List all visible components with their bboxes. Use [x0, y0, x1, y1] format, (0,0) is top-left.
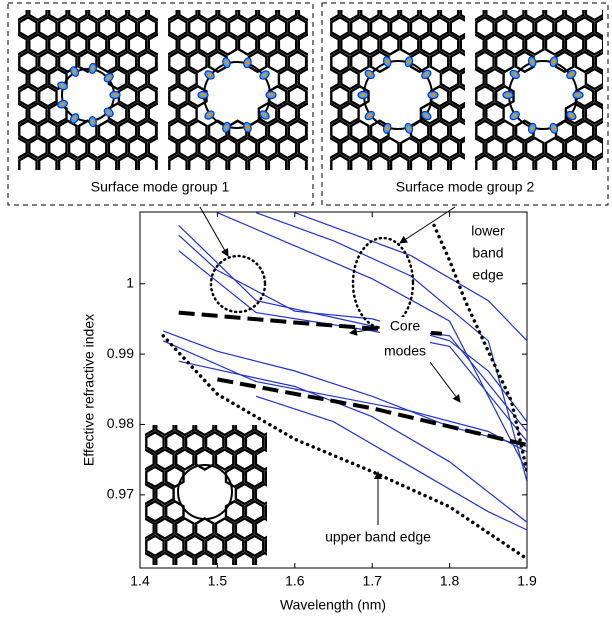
lattice-cells — [168, 10, 308, 170]
core-hole — [177, 464, 233, 520]
lattices — [18, 10, 603, 565]
mode-peak — [385, 59, 389, 64]
x-axis-label: Wavelength (nm) — [280, 597, 386, 613]
arrow — [399, 206, 456, 244]
label-bg — [380, 317, 430, 363]
mode-peak — [262, 113, 267, 117]
core-hole — [363, 60, 433, 130]
mode-peak — [269, 93, 273, 97]
annotation: lower — [471, 223, 505, 239]
y-tick-label: 0.98 — [107, 415, 134, 431]
annotation: edge — [472, 267, 503, 283]
series-line — [294, 212, 527, 342]
mode-peak — [106, 75, 111, 80]
lattice-cells — [18, 10, 158, 170]
mode-peak — [245, 125, 250, 130]
x-tick-label: 1.4 — [130, 573, 150, 589]
mode-peak — [361, 93, 365, 97]
arrow — [429, 361, 461, 403]
series-line — [178, 360, 527, 523]
lattice-cells — [145, 425, 267, 565]
annotation: upper band edge — [325, 529, 431, 545]
mode-peak — [530, 59, 534, 64]
highlight-circle — [351, 236, 415, 330]
annotation: modes — [384, 343, 426, 359]
series-line — [178, 234, 527, 423]
series-line — [255, 395, 527, 531]
series-line — [162, 330, 527, 447]
mode-peak — [245, 60, 250, 65]
arrow — [199, 206, 229, 257]
mode-peak — [90, 119, 95, 124]
mode-peak — [60, 102, 65, 107]
lattice-cells — [475, 10, 603, 170]
mode-peak — [569, 113, 574, 118]
series-line — [178, 250, 527, 442]
mode-peak — [367, 113, 372, 118]
inset-label: Surface mode group 2 — [396, 179, 535, 195]
y-tick-label: 0.97 — [107, 486, 134, 502]
mode-peak — [262, 73, 267, 77]
lattice — [168, 10, 308, 170]
mode-peak — [72, 116, 77, 121]
core-hole — [203, 61, 271, 129]
x-tick-label: 1.5 — [208, 573, 228, 589]
lattice — [475, 10, 603, 170]
mode-peak — [576, 93, 580, 97]
mode-peak — [569, 72, 574, 77]
label-bg — [466, 222, 510, 286]
annotation: band — [472, 245, 503, 261]
mode-peak — [201, 93, 205, 97]
mode-peak — [512, 72, 517, 77]
x-tick-label: 1.8 — [440, 573, 460, 589]
mode-peak — [207, 113, 212, 117]
y-tick-label: 1 — [126, 274, 134, 290]
lattice — [18, 10, 158, 170]
mode-peak — [72, 69, 77, 74]
mode-peak — [424, 72, 429, 77]
inset-label: Surface mode group 1 — [91, 179, 230, 195]
lattice-cells — [330, 10, 465, 170]
x-tick-label: 1.6 — [285, 573, 305, 589]
core-hole — [508, 60, 578, 130]
lattice — [145, 425, 267, 565]
mode-peak — [60, 83, 65, 88]
y-tick-label: 0.99 — [107, 345, 134, 361]
axes: 1.4 1.5 1.6 1.7 1.8 1.9 0.97 0.98 0.99 1 — [107, 212, 537, 589]
mode-peak — [506, 93, 510, 97]
inset-box — [321, 2, 609, 206]
mode-peak — [113, 93, 117, 97]
mode-peak — [385, 126, 389, 131]
mode-peak — [407, 59, 411, 64]
mode-peak — [424, 113, 429, 118]
annotation: Core — [390, 318, 421, 334]
plot-frame — [139, 211, 528, 569]
series-line — [217, 212, 527, 472]
mode-peak — [407, 126, 411, 131]
inset-box — [7, 2, 314, 206]
mode-peak — [224, 125, 229, 130]
lattice — [330, 10, 465, 170]
series-line — [255, 212, 527, 482]
highlight-circle — [209, 254, 267, 314]
series-line — [161, 334, 527, 561]
series-line — [432, 223, 527, 474]
mode-peak — [207, 73, 212, 77]
mode-peak — [367, 72, 372, 77]
mode-peak — [530, 126, 534, 131]
mode-peak — [552, 59, 556, 64]
mode-peak — [431, 93, 435, 97]
y-axis-label: Effective refractive index — [81, 314, 97, 466]
mode-peak — [106, 110, 111, 115]
mode-peak — [552, 126, 556, 131]
series-line — [217, 377, 527, 447]
mode-peak — [90, 66, 95, 71]
x-tick-label: 1.7 — [362, 573, 382, 589]
mode-peak — [224, 60, 229, 65]
mode-peak — [512, 113, 517, 118]
x-tick-label: 1.9 — [517, 573, 537, 589]
